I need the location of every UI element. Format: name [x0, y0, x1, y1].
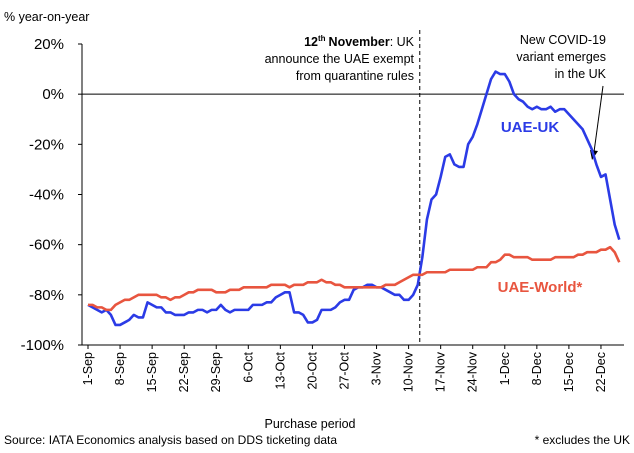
- covid-line-2: variant emerges: [516, 50, 606, 64]
- y-tick-label: 20%: [34, 36, 64, 53]
- x-tick-label: 29-Sep: [209, 352, 223, 392]
- y-axis-label: % year-on-year: [4, 10, 89, 24]
- y-tick-label: -100%: [21, 337, 64, 354]
- series-label: UAE-World*: [498, 279, 583, 296]
- x-tick-label: 1-Dec: [498, 352, 512, 385]
- x-tick-label: 13-Oct: [273, 351, 287, 389]
- event-line-1: announce the UAE exempt: [265, 52, 415, 66]
- footnote: * excludes the UK: [535, 433, 630, 447]
- x-tick-label: 20-Oct: [305, 351, 319, 389]
- covid-arrow: [593, 85, 604, 153]
- series-label: UAE-UK: [501, 119, 559, 136]
- y-tick-label: -40%: [29, 187, 64, 204]
- event-month: November: [329, 35, 390, 49]
- y-tick-label: -60%: [29, 237, 64, 254]
- x-axis-label: Purchase period: [264, 417, 355, 431]
- y-tick-label: 0%: [42, 86, 64, 103]
- x-tick-label: 17-Nov: [434, 351, 448, 392]
- x-tick-label: 22-Sep: [177, 352, 191, 392]
- event-line-2: from quarantine rules: [296, 69, 414, 83]
- event-annotation: 12th November: UK: [304, 34, 415, 49]
- event-day: 12: [304, 35, 318, 49]
- series-line: [88, 245, 621, 312]
- x-tick-label: 15-Sep: [145, 352, 159, 392]
- covid-line-1: New COVID-19: [520, 33, 606, 47]
- x-tick-label: 22-Dec: [594, 352, 608, 392]
- event-rest: : UK: [390, 35, 415, 49]
- covid-line-3: in the UK: [555, 67, 607, 81]
- x-tick-label: 8-Dec: [530, 352, 544, 385]
- y-tick-label: -20%: [29, 136, 64, 153]
- x-tick-label: 1-Sep: [81, 352, 95, 385]
- x-tick-label: 3-Nov: [370, 351, 384, 385]
- series-line: [87, 70, 621, 327]
- x-tick-label: 6-Oct: [241, 351, 255, 382]
- x-tick-label: 24-Nov: [466, 351, 480, 392]
- x-tick-label: 27-Oct: [337, 351, 351, 389]
- y-tick-label: -80%: [29, 287, 64, 304]
- x-tick-label: 8-Sep: [113, 352, 127, 385]
- event-suffix: th: [318, 34, 326, 43]
- x-tick-label: 15-Dec: [562, 352, 576, 392]
- x-tick-label: 10-Nov: [402, 351, 416, 392]
- source: Source: IATA Economics analysis based on…: [4, 433, 337, 447]
